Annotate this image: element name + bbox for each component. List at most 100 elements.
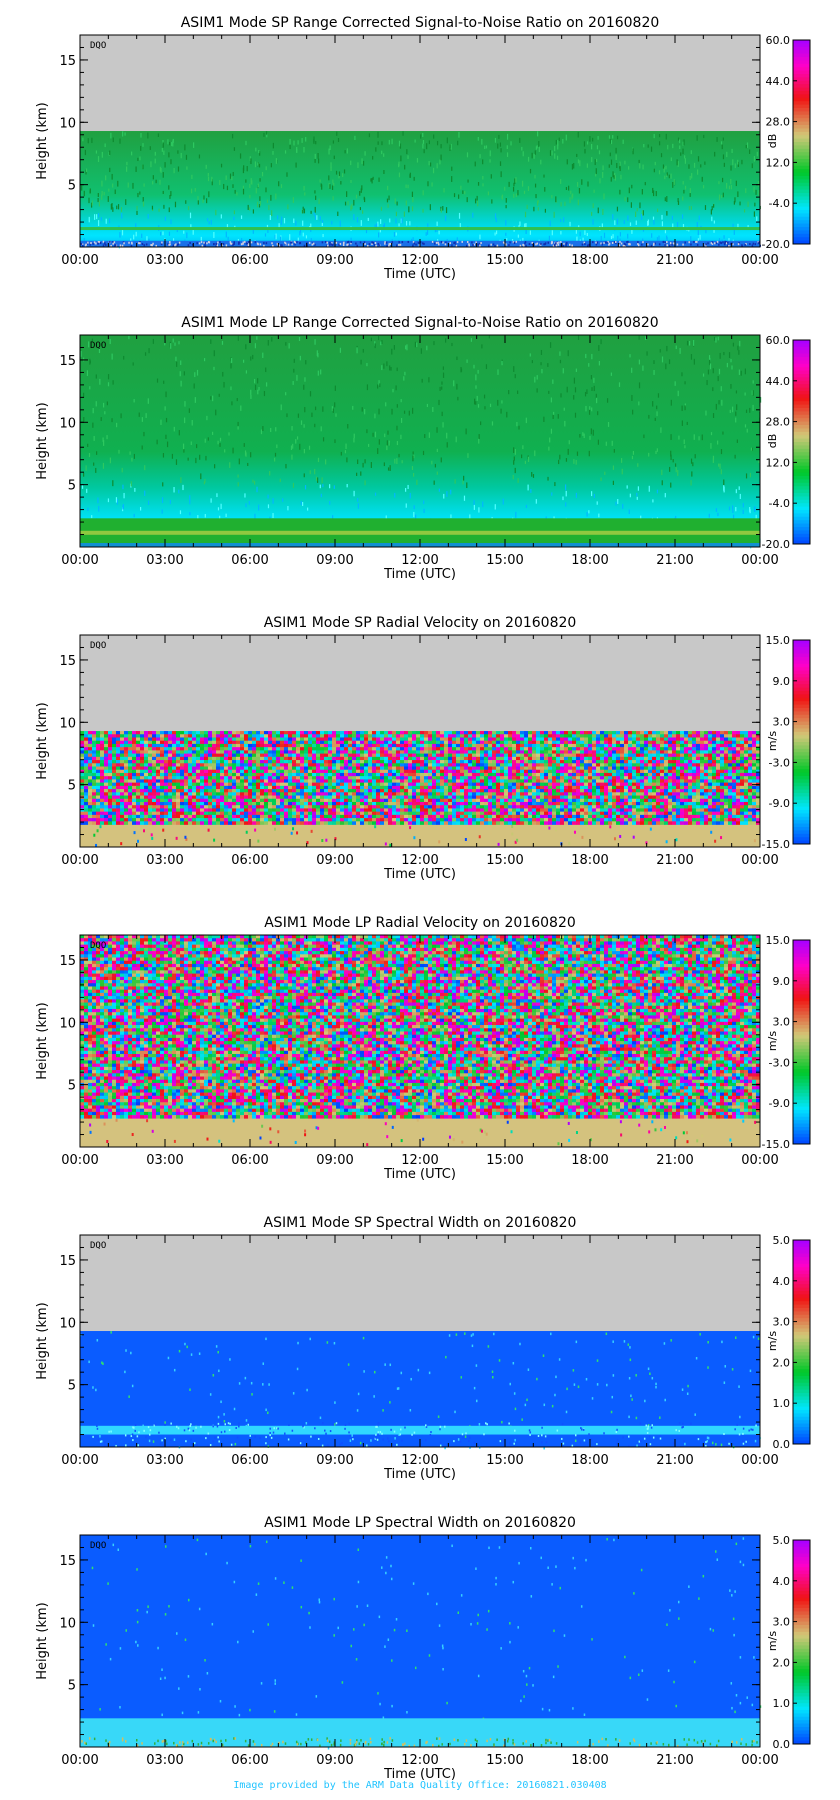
data-cell — [148, 734, 153, 738]
colorbar-segment — [793, 152, 810, 157]
data-cell — [316, 756, 321, 761]
data-cell — [476, 747, 481, 751]
data-cell — [620, 747, 625, 751]
data-cell — [735, 180, 737, 187]
data-cell — [339, 242, 342, 245]
data-cell — [506, 152, 509, 157]
data-cell — [136, 753, 141, 758]
data-cell — [744, 753, 749, 758]
data-cell — [132, 734, 137, 738]
data-cell — [736, 734, 741, 738]
data-cell — [572, 766, 577, 771]
data-cell — [652, 737, 657, 741]
data-cell — [265, 166, 267, 171]
data-cell — [559, 454, 561, 460]
data-cell — [560, 734, 565, 738]
data-cell — [336, 740, 341, 745]
data-cell — [344, 150, 346, 154]
data-cell — [108, 756, 113, 761]
data-cell — [648, 747, 653, 751]
data-cell — [208, 737, 213, 741]
data-cell — [565, 458, 568, 462]
data-cell — [96, 451, 98, 455]
data-cell — [248, 750, 253, 754]
data-cell — [564, 763, 569, 767]
data-cell — [176, 734, 181, 738]
data-cell — [476, 760, 481, 764]
data-cell — [452, 731, 457, 735]
data-cell — [82, 244, 84, 247]
data-cell — [384, 734, 389, 738]
data-cell — [528, 740, 533, 745]
data-cell — [250, 452, 252, 458]
colorbar-segment — [793, 213, 810, 218]
data-cell — [339, 220, 341, 227]
data-cell — [690, 480, 692, 486]
data-cell — [436, 731, 441, 735]
data-cell — [480, 743, 485, 748]
data-cell — [616, 743, 621, 748]
data-cell — [308, 760, 313, 764]
data-cell — [276, 734, 281, 738]
data-cell — [466, 152, 469, 158]
data-cell — [212, 740, 217, 745]
data-cell — [713, 336, 716, 341]
data-cell — [308, 750, 313, 754]
data-cell — [412, 407, 414, 414]
data-cell — [416, 747, 421, 751]
data-cell — [560, 763, 565, 767]
data-cell — [421, 242, 424, 245]
data-cell — [643, 434, 645, 439]
data-cell — [512, 750, 517, 754]
data-cell — [476, 766, 481, 771]
data-cell — [669, 466, 671, 472]
data-cell — [726, 151, 728, 158]
data-cell — [98, 200, 101, 207]
data-cell — [244, 766, 249, 771]
data-cell — [304, 747, 309, 751]
data-cell — [304, 753, 309, 758]
data-cell — [719, 463, 721, 469]
data-cell — [348, 743, 353, 748]
data-cell — [164, 769, 169, 774]
data-cell — [368, 734, 373, 738]
data-cell — [140, 750, 145, 754]
data-cell — [300, 772, 305, 777]
data-cell — [504, 186, 506, 191]
data-cell — [684, 769, 689, 774]
data-cell — [544, 740, 549, 745]
data-cell — [108, 769, 113, 774]
data-cell — [276, 737, 281, 741]
data-cell — [272, 769, 277, 774]
data-cell — [408, 772, 413, 777]
data-cell — [168, 731, 173, 735]
data-cell — [133, 234, 135, 240]
data-cell — [191, 174, 193, 179]
data-cell — [723, 485, 725, 491]
data-cell — [416, 158, 419, 163]
data-cell — [548, 750, 553, 754]
data-cell — [408, 766, 413, 771]
data-cell — [208, 753, 213, 758]
data-cell — [124, 740, 129, 745]
data-cell — [564, 766, 569, 771]
data-cell — [696, 750, 701, 754]
data-cell — [676, 222, 679, 227]
data-cell — [138, 412, 140, 417]
data-cell — [136, 205, 138, 211]
data-cell — [641, 243, 643, 246]
data-cell — [296, 740, 301, 745]
data-cell — [483, 394, 486, 399]
data-cell — [164, 743, 169, 748]
data-cell — [536, 145, 538, 149]
data-cell — [440, 737, 445, 741]
data-cell — [290, 445, 293, 451]
data-cell — [211, 176, 213, 182]
data-cell — [508, 760, 513, 764]
data-cell — [84, 740, 89, 745]
data-cell — [675, 467, 677, 473]
data-cell — [304, 743, 309, 748]
data-cell — [528, 243, 531, 246]
data-cell — [388, 756, 393, 761]
data-cell — [596, 760, 601, 764]
